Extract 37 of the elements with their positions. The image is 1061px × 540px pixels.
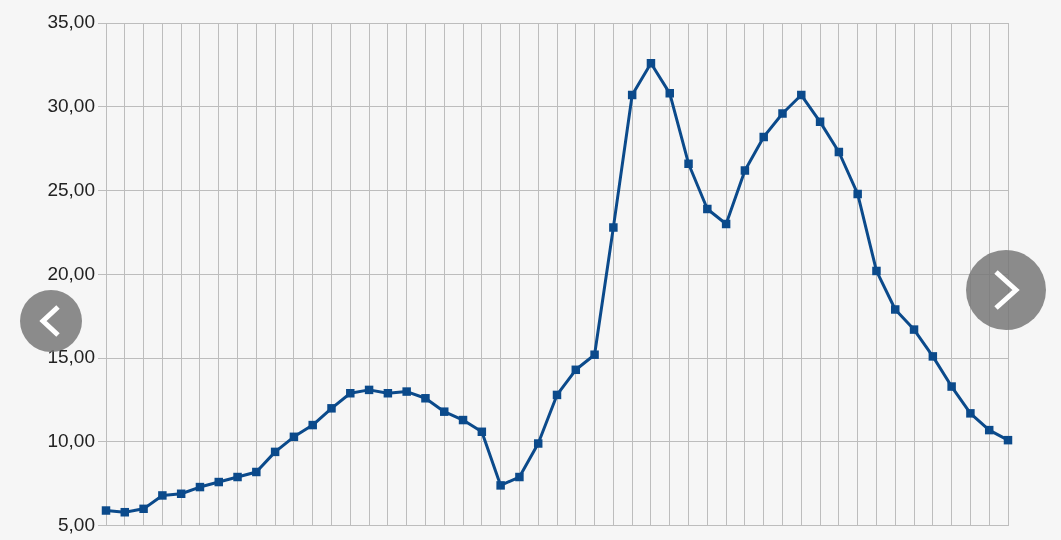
point — [233, 472, 242, 482]
point — [665, 89, 674, 98]
point — [928, 352, 938, 361]
point — [703, 204, 712, 214]
point — [327, 404, 336, 413]
point — [158, 491, 167, 500]
y-tick-label: 5,00 — [58, 513, 95, 535]
point — [684, 159, 693, 168]
point — [139, 504, 148, 514]
point — [496, 481, 505, 490]
point — [853, 189, 862, 199]
point — [421, 394, 430, 403]
point — [778, 109, 787, 118]
point — [308, 420, 317, 430]
point — [947, 382, 956, 391]
point — [590, 350, 599, 359]
y-tick-label: 10,00 — [47, 430, 95, 452]
point — [966, 409, 975, 418]
point — [797, 90, 806, 100]
point — [101, 506, 111, 515]
point — [759, 132, 768, 142]
point — [609, 223, 618, 232]
y-tick-label: 15,00 — [47, 346, 95, 368]
point — [533, 439, 543, 448]
y-tick-label: 30,00 — [47, 95, 95, 116]
point — [515, 472, 524, 482]
point — [909, 325, 919, 334]
point — [891, 305, 900, 314]
point — [440, 407, 449, 416]
point — [346, 389, 355, 398]
point — [872, 266, 881, 276]
point — [402, 387, 411, 396]
y-tick-label: 25,00 — [47, 178, 95, 200]
y-tick-label: 35,00 — [47, 11, 95, 33]
point — [252, 467, 261, 477]
point — [740, 166, 750, 175]
y-tick-label: 20,00 — [47, 262, 95, 284]
